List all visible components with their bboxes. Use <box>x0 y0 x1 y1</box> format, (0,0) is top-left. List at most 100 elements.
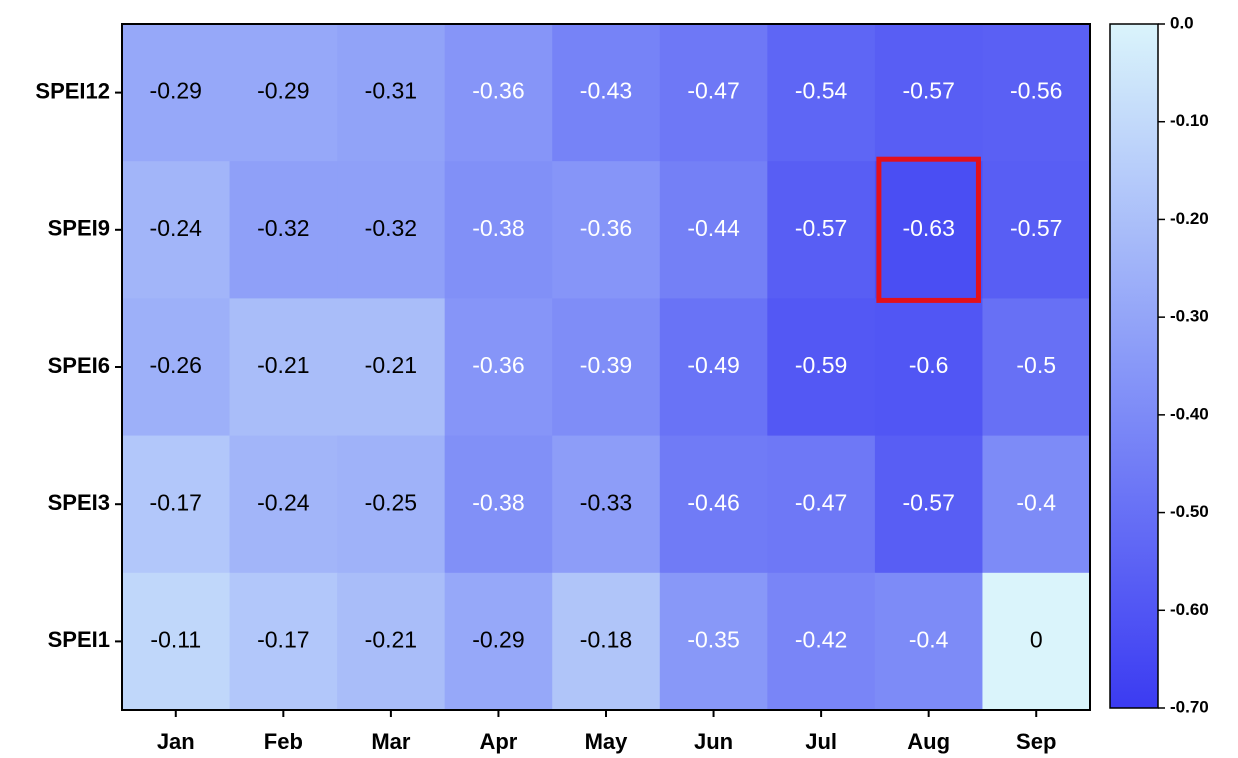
heatmap-cell <box>444 572 553 711</box>
heatmap-cell <box>874 435 983 574</box>
heatmap-cell <box>122 161 231 299</box>
cell-label: -0.4 <box>909 626 949 652</box>
heatmap-cell <box>337 435 446 574</box>
heatmap-cell <box>552 435 661 574</box>
heatmap-cell <box>444 24 553 162</box>
cell-label: -0.17 <box>150 489 202 515</box>
colorbar-tick-label: -0.40 <box>1170 404 1209 423</box>
heatmap-cell <box>874 24 983 162</box>
heatmap-cell <box>552 161 661 299</box>
heatmap-cell <box>659 161 768 299</box>
heatmap-cell <box>659 24 768 162</box>
cell-label: -0.21 <box>365 626 417 652</box>
cell-label: -0.59 <box>795 352 847 378</box>
cell-label: -0.29 <box>472 626 524 652</box>
cell-label: -0.46 <box>687 489 739 515</box>
x-tick-label: May <box>585 729 629 754</box>
heatmap-cell <box>444 161 553 299</box>
heatmap-cell <box>552 572 661 711</box>
heatmap-cell <box>874 161 983 299</box>
cell-label: -0.49 <box>687 352 739 378</box>
heatmap-cell <box>982 435 1091 574</box>
cell-label: -0.25 <box>365 489 417 515</box>
cell-label: -0.33 <box>580 489 632 515</box>
cell-label: -0.44 <box>687 215 740 241</box>
cell-label: -0.5 <box>1016 352 1056 378</box>
cell-label: -0.38 <box>472 489 524 515</box>
heatmap-cell <box>982 24 1091 162</box>
heatmap-cell <box>874 572 983 711</box>
colorbar-tick-label: -0.20 <box>1170 209 1209 228</box>
cell-label: -0.18 <box>580 626 632 652</box>
heatmap-cell <box>229 572 338 711</box>
x-tick-label: Feb <box>264 729 303 754</box>
heatmap-cell <box>229 24 338 162</box>
heatmap-cell <box>122 435 231 574</box>
cell-label: -0.43 <box>580 78 632 104</box>
cell-label: -0.36 <box>472 78 524 104</box>
cell-label: -0.29 <box>257 78 309 104</box>
cell-label: -0.11 <box>150 626 201 652</box>
heatmap-cell <box>122 24 231 162</box>
heatmap-cell <box>659 435 768 574</box>
cell-label: -0.21 <box>365 352 417 378</box>
heatmap-cell <box>767 161 876 299</box>
heatmap-cell <box>444 298 553 437</box>
heatmap-cell <box>659 298 768 437</box>
cell-label: 0 <box>1030 626 1043 652</box>
y-tick-label: SPEI3 <box>48 490 110 515</box>
y-tick-label: SPEI12 <box>35 78 110 103</box>
heatmap-cell <box>337 298 446 437</box>
y-tick-label: SPEI6 <box>48 353 110 378</box>
cell-label: -0.17 <box>257 626 309 652</box>
heatmap-cell <box>874 298 983 437</box>
heatmap-cell <box>444 435 553 574</box>
cell-label: -0.36 <box>472 352 524 378</box>
cell-label: -0.57 <box>795 215 847 241</box>
cell-label: -0.21 <box>257 352 309 378</box>
cell-label: -0.32 <box>365 215 417 241</box>
cell-label: -0.31 <box>365 78 417 104</box>
heatmap-cell <box>229 298 338 437</box>
colorbar-tick-label: -0.50 <box>1170 502 1209 521</box>
cell-label: -0.6 <box>909 352 949 378</box>
heatmap-cell <box>337 161 446 299</box>
colorbar-tick-label: -0.70 <box>1170 697 1209 716</box>
cell-label: -0.32 <box>257 215 309 241</box>
cell-label: -0.42 <box>795 626 847 652</box>
heatmap-cell <box>229 435 338 574</box>
heatmap-cell <box>982 298 1091 437</box>
x-tick-label: Jul <box>805 729 837 754</box>
colorbar <box>1109 23 1159 709</box>
heatmap-cell <box>767 298 876 437</box>
x-tick-label: Jun <box>694 729 733 754</box>
colorbar-tick-label: 0.0 <box>1170 13 1194 32</box>
cell-label: -0.57 <box>902 78 954 104</box>
heatmap-cell <box>229 161 338 299</box>
cell-label: -0.29 <box>150 78 202 104</box>
cell-label: -0.63 <box>902 215 954 241</box>
cell-label: -0.24 <box>150 215 203 241</box>
heatmap-cell <box>982 572 1091 711</box>
x-tick-label: Jan <box>157 729 195 754</box>
heatmap-cell <box>982 161 1091 299</box>
cell-label: -0.47 <box>687 78 739 104</box>
cell-label: -0.38 <box>472 215 524 241</box>
x-tick-label: Apr <box>479 729 517 754</box>
heatmap-cell <box>337 24 446 162</box>
heatmap-cell <box>659 572 768 711</box>
cell-label: -0.35 <box>687 626 739 652</box>
cell-label: -0.54 <box>795 78 848 104</box>
highlight-box <box>876 156 981 303</box>
colorbar-tick-label: -0.10 <box>1170 111 1209 130</box>
heatmap-cell <box>552 24 661 162</box>
heatmap-cell <box>122 298 231 437</box>
colorbar-tick-label: -0.30 <box>1170 307 1209 326</box>
cell-label: -0.47 <box>795 489 847 515</box>
x-tick-label: Sep <box>1016 729 1056 754</box>
y-tick-label: SPEI1 <box>48 627 110 652</box>
heatmap-cell <box>552 298 661 437</box>
cell-label: -0.4 <box>1016 489 1056 515</box>
heatmap-cell <box>767 24 876 162</box>
